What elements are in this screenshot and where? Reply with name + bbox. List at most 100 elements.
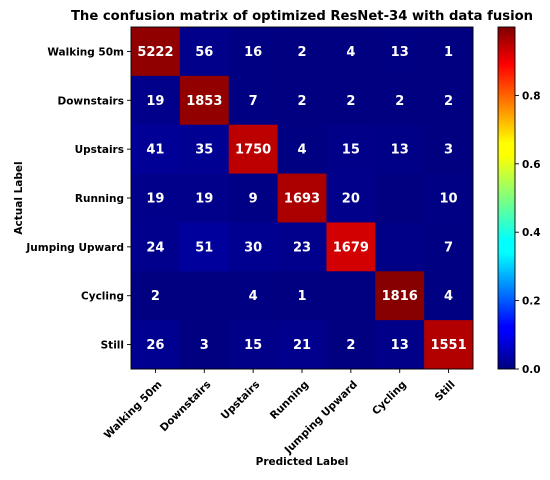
cell-value-label: 4 bbox=[444, 289, 453, 304]
heatmap-cell bbox=[375, 27, 425, 77]
heatmap-cell bbox=[424, 320, 474, 370]
cell-value-label: 3 bbox=[444, 143, 453, 158]
cell-value-label: 5222 bbox=[137, 45, 173, 60]
heatmap-cell bbox=[131, 27, 181, 77]
heatmap-cell bbox=[277, 124, 327, 174]
colorbar-ticks: 0.0 0.2 0.4 0.6 0.8 bbox=[515, 90, 541, 376]
heatmap-cell bbox=[424, 222, 474, 272]
heatmap-cell bbox=[179, 27, 230, 77]
heatmap-cell bbox=[424, 75, 474, 126]
heatmap-cell bbox=[375, 222, 425, 272]
x-axis-label: Predicted Label bbox=[256, 456, 349, 468]
colorbar-tick-label: 0.8 bbox=[522, 90, 541, 102]
heatmap-cell-labels: 5222 56 16 2 4 13 119 1853 7 2 2 2 241 35 1750 4 15 13 319… bbox=[137, 45, 466, 353]
heatmap-cell bbox=[277, 271, 327, 321]
heatmap-cell bbox=[228, 320, 278, 370]
cell-value-label: 1816 bbox=[382, 289, 418, 304]
cell-value-label: 35 bbox=[195, 143, 213, 158]
heatmap-cell bbox=[277, 173, 327, 223]
cell-value-label: 2 bbox=[151, 289, 160, 304]
y-tick-label: Downstairs bbox=[58, 95, 125, 107]
cell-value-label: 15 bbox=[342, 143, 360, 158]
cell-value-label: 1693 bbox=[284, 192, 320, 207]
x-tick-label: Cycling bbox=[370, 379, 409, 418]
heatmap-cell bbox=[277, 75, 327, 126]
colorbar-tick-label: 0.2 bbox=[522, 296, 541, 308]
heatmap-cell bbox=[326, 222, 376, 272]
heatmap-cell bbox=[179, 320, 230, 370]
cell-value-label: 2 bbox=[346, 94, 355, 109]
cell-value-label: 19 bbox=[146, 192, 164, 207]
heatmap-cell bbox=[179, 222, 230, 272]
cell-value-label: 7 bbox=[249, 94, 258, 109]
cell-value-label: 41 bbox=[146, 143, 164, 158]
y-tick-label: Cycling bbox=[81, 291, 124, 303]
heatmap-cell bbox=[424, 27, 474, 77]
cell-value-label: 9 bbox=[249, 192, 258, 207]
y-tick-label: Still bbox=[101, 340, 124, 352]
cell-value-label: 2 bbox=[297, 94, 306, 109]
cell-value-label: 26 bbox=[146, 338, 164, 353]
chart-title: The confusion matrix of optimized ResNet… bbox=[71, 9, 533, 24]
heatmap-cell bbox=[326, 75, 376, 126]
cell-value-label: 19 bbox=[195, 192, 213, 207]
heatmap-cell bbox=[424, 271, 474, 321]
cell-value-label: 4 bbox=[297, 143, 306, 158]
cell-value-label: 1 bbox=[297, 289, 306, 304]
y-tick-label: Upstairs bbox=[75, 144, 124, 156]
heatmap-cell bbox=[228, 271, 278, 321]
cell-value-label: 10 bbox=[440, 192, 458, 207]
cell-value-label: 2 bbox=[346, 338, 355, 353]
cell-value-label: 2 bbox=[395, 94, 404, 109]
heatmap-cell bbox=[131, 173, 181, 223]
heatmap-cell bbox=[326, 27, 376, 77]
x-tick-label: Upstairs bbox=[219, 379, 262, 422]
heatmap-cell bbox=[228, 75, 278, 126]
y-axis-ticks: Walking 50m Downstairs Upstairs Running Jump… bbox=[25, 46, 131, 352]
heatmap-cell bbox=[375, 271, 425, 321]
y-tick-label: Walking 50m bbox=[47, 46, 124, 58]
heatmap-cell bbox=[131, 222, 181, 272]
cell-value-label: 3 bbox=[200, 338, 209, 353]
heatmap-cell bbox=[179, 124, 230, 174]
cell-value-label: 13 bbox=[391, 143, 409, 158]
cell-value-label: 1 bbox=[444, 45, 453, 60]
heatmap-cell bbox=[131, 124, 181, 174]
y-tick-label: Running bbox=[75, 193, 124, 205]
cell-value-label: 51 bbox=[195, 240, 213, 255]
heatmap-cell bbox=[375, 320, 425, 370]
heatmap-cell bbox=[277, 222, 327, 272]
heatmap-cell bbox=[375, 173, 425, 223]
heatmap-cell bbox=[228, 27, 278, 77]
cell-value-label: 13 bbox=[391, 45, 409, 60]
heatmap-cell bbox=[131, 75, 181, 126]
x-tick-label: Downstairs bbox=[158, 379, 214, 435]
colorbar-tick-label: 0.6 bbox=[522, 159, 541, 171]
cell-value-label: 1679 bbox=[333, 240, 369, 255]
cell-value-label: 2 bbox=[297, 45, 306, 60]
heatmap-cell bbox=[131, 271, 181, 321]
heatmap-cell bbox=[277, 320, 327, 370]
heatmap-cell bbox=[228, 124, 278, 174]
y-tick-label: Jumping Upward bbox=[25, 242, 124, 254]
heatmap-cell bbox=[375, 124, 425, 174]
heatmap-cell bbox=[131, 320, 181, 370]
heatmap-cell bbox=[179, 75, 230, 126]
heatmap-cells bbox=[131, 27, 474, 370]
heatmap-cell bbox=[326, 173, 376, 223]
heatmap-cell bbox=[375, 75, 425, 126]
x-tick-label: Running bbox=[268, 379, 311, 422]
cell-value-label: 23 bbox=[293, 240, 311, 255]
heatmap-cell bbox=[326, 271, 376, 321]
heatmap-cell bbox=[228, 173, 278, 223]
heatmap-cell bbox=[277, 27, 327, 77]
cell-value-label: 4 bbox=[249, 289, 258, 304]
x-tick-label: Walking 50m bbox=[102, 379, 165, 442]
colorbar-tick-label: 0.0 bbox=[522, 364, 541, 376]
x-tick-label: Still bbox=[433, 379, 458, 404]
cell-value-label: 56 bbox=[195, 45, 213, 60]
cell-value-label: 16 bbox=[244, 45, 262, 60]
heatmap-cell bbox=[326, 320, 376, 370]
